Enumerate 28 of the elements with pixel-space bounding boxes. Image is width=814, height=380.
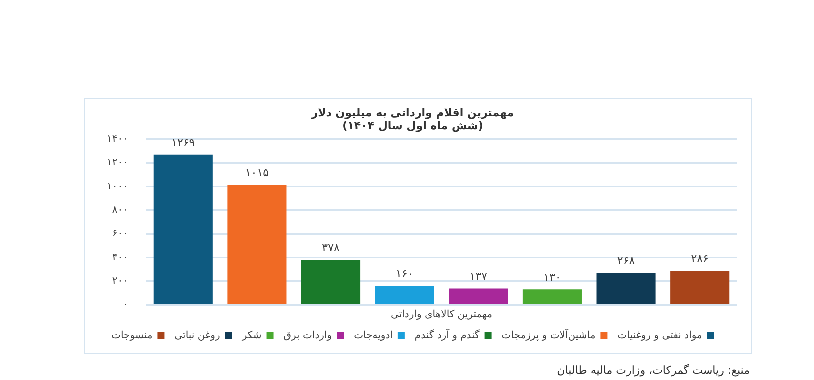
legend-label: گندم و آرد گندم [414, 328, 480, 342]
legend-label: ادویه‌جات [354, 330, 393, 342]
legend-label: روغن نباتی [174, 330, 221, 342]
data-label: ۳۷۸ [322, 242, 340, 255]
data-label: ۱۶۰ [396, 267, 414, 280]
data-label: ۱۰۱۵ [245, 166, 270, 180]
data-label: ۲۸۶ [691, 252, 709, 266]
y-tick-label: ۴۰۰ [112, 252, 128, 264]
x-axis-title: مهمترین کالاهای وارداتی [391, 310, 492, 321]
y-tick-label: ۰ [123, 300, 128, 311]
data-label: ۲۶۸ [617, 254, 636, 268]
y-tick-label: ۱۴۰۰ [107, 134, 128, 145]
data-label: ۱۳۷ [470, 270, 488, 284]
data-label: ۱۳۰ [544, 270, 562, 284]
chart-subtitle: (شش ماه اول سال ۱۴۰۴) [342, 120, 484, 133]
data-label: ۱۲۶۹ [172, 136, 196, 150]
y-tick-label: ۱۰۰۰ [107, 181, 128, 192]
legend-label: شکر [241, 330, 262, 342]
y-tick-label: ۸۰۰ [112, 204, 128, 216]
legend-label: مواد نفتی و روغنیات [618, 330, 702, 342]
chart-title: مهمترین اقلام وارداتی به میلیون دلار [310, 106, 514, 120]
y-tick-label: ۲۰۰ [112, 276, 128, 287]
y-tick-label: ۶۰۰ [112, 228, 128, 240]
legend-label: منسوجات [112, 330, 153, 342]
legend-label: ماشین‌آلات و پرزمجات [502, 328, 596, 342]
legend-label: واردات برق [284, 330, 332, 342]
text: منبع: ریاست گمرکات، وزارت مالیه طالبان [557, 364, 750, 377]
y-tick-label: ۱۲۰۰ [107, 158, 128, 169]
